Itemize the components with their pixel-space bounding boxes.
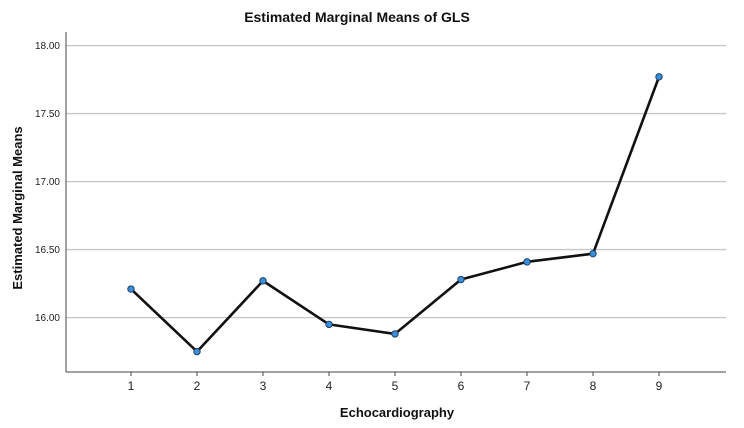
y-axis-label: Estimated Marginal Means [10,126,25,289]
data-point-6 [457,275,465,284]
x-tick-label: 7 [524,379,531,393]
y-tick-label: 17.50 [35,109,60,120]
data-point-1 [127,285,135,293]
y-tick-labels: 16.00 16.50 17.00 17.50 18.00 [35,41,60,324]
x-axis-label: Echocardiography [340,405,455,420]
y-tick-label: 18.00 [35,41,60,52]
axes [65,32,726,376]
data-point-4 [325,320,333,329]
x-tick-label: 9 [656,379,663,393]
chart-title: Estimated Marginal Means of GLS [244,9,470,25]
y-tick-label: 16.00 [35,313,60,324]
data-point-7 [523,258,531,266]
x-tick-labels: 1 2 3 4 5 6 7 8 9 [128,379,663,393]
series-group [127,73,663,356]
y-tick-label: 16.50 [35,245,60,256]
x-tick-label: 6 [458,379,465,393]
data-point-8 [589,249,597,258]
data-point-2 [193,347,201,356]
gridlines [66,44,726,319]
x-tick-label: 1 [128,379,135,393]
x-tick-label: 2 [194,379,201,393]
x-tick-label: 3 [260,379,267,393]
x-tick-label: 5 [392,379,399,393]
data-point-3 [259,277,267,285]
x-tick-label: 4 [326,379,333,393]
data-point-9 [655,73,663,81]
y-tick-label: 17.00 [35,177,60,188]
data-point-5 [391,330,399,338]
series-line [130,76,661,353]
x-tick-label: 8 [590,379,597,393]
